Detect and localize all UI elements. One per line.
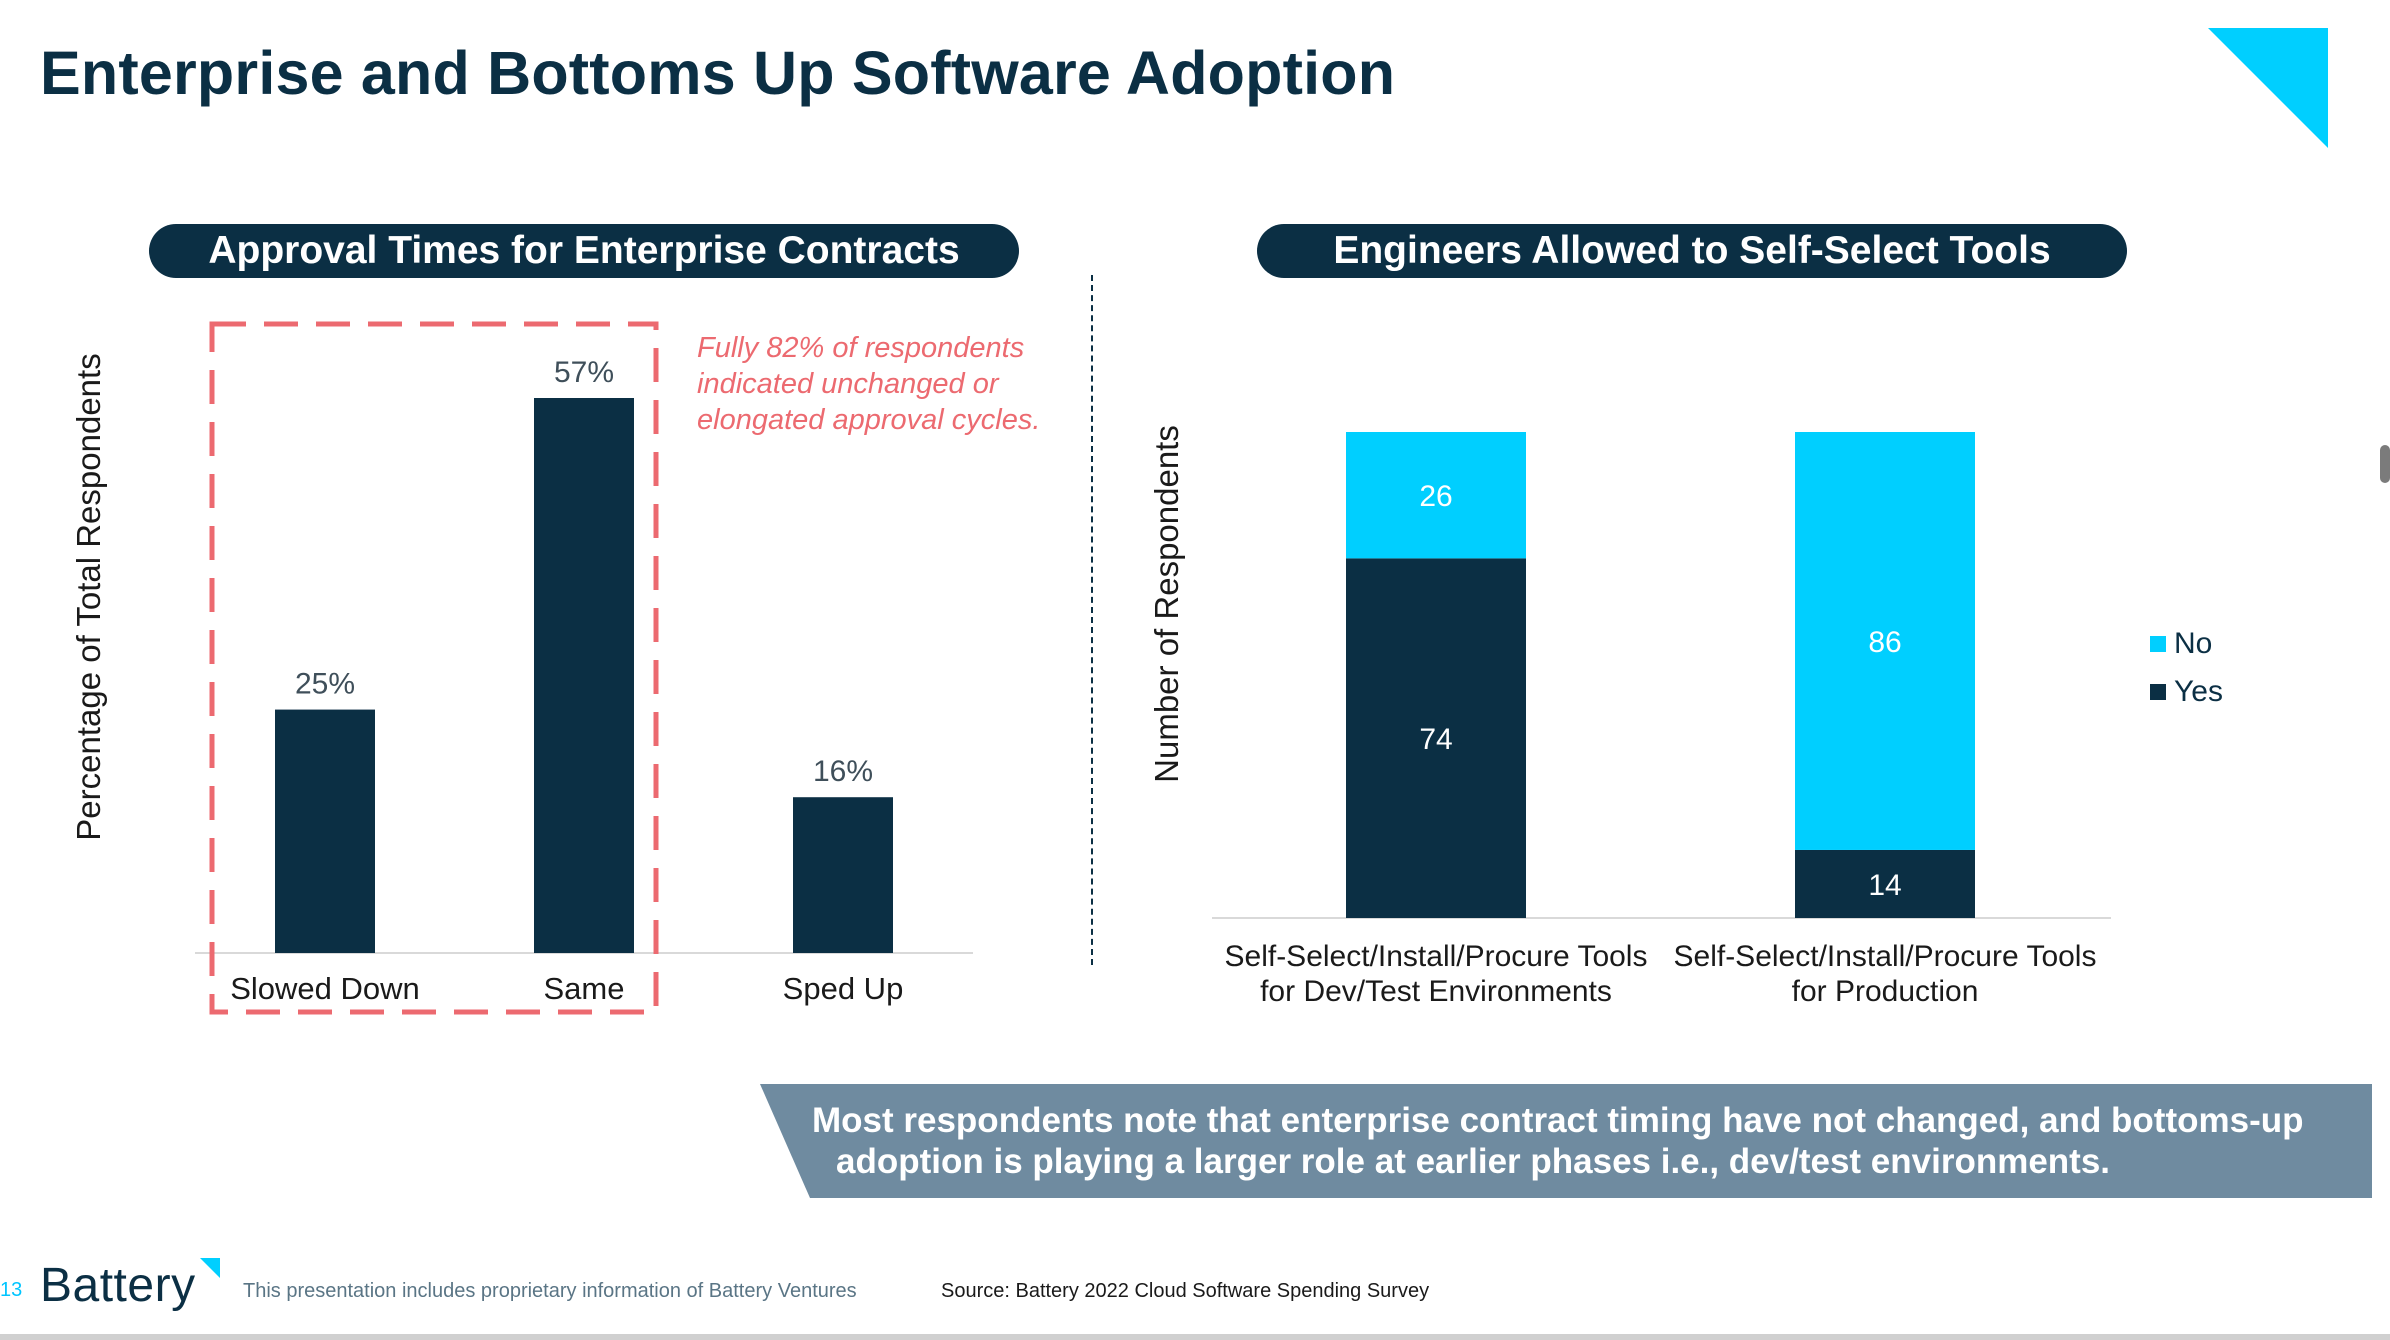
- segment-label-0-no: 26: [1419, 480, 1452, 513]
- data-label-0: 25%: [295, 668, 355, 701]
- bar-slowed-down: [275, 709, 375, 953]
- bar-same: [534, 398, 634, 953]
- stacked-bar-1-yes: [1795, 849, 1975, 918]
- highlight-box: [209, 321, 659, 1015]
- slide-title: Enterprise and Bottoms Up Software Adopt…: [40, 39, 1396, 107]
- x-tick-label-right-0-0: Self-Select/Install/Procure Tools: [1225, 940, 1648, 973]
- summary-banner-line-1: Most respondents note that enterprise co…: [812, 1101, 2304, 1140]
- window-bottom-border: [0, 1334, 2390, 1340]
- chart-legend: No Yes: [2150, 620, 2223, 716]
- legend-swatch-yes: [2150, 684, 2166, 700]
- legend-label-no: No: [2174, 627, 2213, 660]
- summary-banner-line-2: adoption is playing a larger role at ear…: [836, 1142, 2111, 1181]
- legend-label-yes: Yes: [2174, 675, 2223, 708]
- bar-sped-up: [793, 797, 893, 953]
- chart-title-self-select: Engineers Allowed to Self-Select Tools: [1257, 224, 2127, 278]
- x-tick-label-right-1-1: for Production: [1792, 975, 1979, 1008]
- data-label-2: 16%: [813, 755, 873, 788]
- y-axis-label: Percentage of Total Respondents: [70, 353, 107, 840]
- brand-logo: Battery: [40, 1259, 196, 1312]
- summary-banner: Most respondents note that enterprise co…: [760, 1084, 2372, 1198]
- scrollbar-thumb[interactable]: [2380, 445, 2390, 483]
- summary-banner-shape: [760, 1084, 2372, 1198]
- chart-title-approval-times: Approval Times for Enterprise Contracts: [149, 224, 1019, 278]
- segment-label-1-no: 86: [1868, 626, 1901, 659]
- stacked-bar-1-no: [1795, 432, 1975, 850]
- y-axis-label-right: Number of Respondents: [1148, 425, 1185, 783]
- legend-swatch-no: [2150, 636, 2166, 652]
- stacked-bar-0-no: [1346, 432, 1526, 559]
- brand-logo-mark-icon: [200, 1258, 220, 1278]
- x-tick-label-right-0-1: for Dev/Test Environments: [1260, 975, 1612, 1008]
- page-number: 13: [0, 1279, 23, 1301]
- footer-disclaimer: This presentation includes proprietary i…: [243, 1280, 857, 1302]
- data-label-1: 57%: [554, 356, 614, 389]
- x-tick-label-2: Sped Up: [783, 971, 904, 1006]
- chart-divider: [1091, 275, 1093, 965]
- legend-item-yes: Yes: [2150, 668, 2223, 716]
- chart-annotation: Fully 82% of respondents indicated uncha…: [697, 332, 1041, 436]
- x-tick-label-right-1-0: Self-Select/Install/Procure Tools: [1674, 940, 2097, 973]
- segment-label-1-yes: 14: [1868, 869, 1901, 902]
- footer-source: Source: Battery 2022 Cloud Software Spen…: [941, 1280, 1430, 1302]
- x-tick-label-0: Slowed Down: [230, 971, 420, 1006]
- stacked-bar-0-yes: [1346, 558, 1526, 918]
- segment-label-0-yes: 74: [1419, 723, 1452, 756]
- x-tick-label-1: Same: [544, 971, 625, 1006]
- legend-item-no: No: [2150, 620, 2223, 668]
